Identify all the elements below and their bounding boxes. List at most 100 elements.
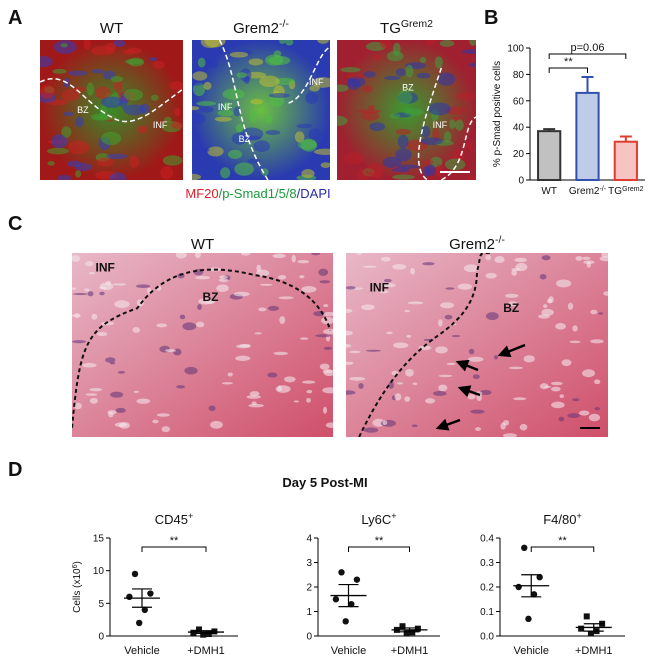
tissue xyxy=(601,253,608,258)
tissue xyxy=(91,313,98,320)
tissue xyxy=(446,362,456,366)
tissue xyxy=(356,253,363,255)
tissue xyxy=(156,413,170,417)
cell xyxy=(171,121,183,129)
tissue xyxy=(322,387,333,394)
cell xyxy=(148,57,158,62)
tissue xyxy=(485,312,499,321)
y-tick-label: 0.2 xyxy=(480,583,494,594)
tissue xyxy=(383,278,392,283)
tissue xyxy=(291,254,296,263)
tissue xyxy=(133,390,140,393)
cell xyxy=(343,152,364,165)
label: TGGrem2 xyxy=(380,18,433,37)
label-base: Ly6C xyxy=(361,512,391,527)
micrograph xyxy=(40,40,183,180)
tissue xyxy=(411,424,418,428)
y-tick-label: 0 xyxy=(518,176,524,187)
border-line xyxy=(40,78,183,123)
tissue xyxy=(515,263,528,271)
tissue xyxy=(182,322,197,331)
cell xyxy=(465,142,473,150)
y-axis-label: % p-Smad positive cells xyxy=(492,61,503,167)
tissue xyxy=(396,382,404,385)
y-tick-label: 0.1 xyxy=(480,607,494,618)
tissue xyxy=(555,323,567,330)
label: TGGrem2 xyxy=(608,186,643,198)
y-tick-label: 40 xyxy=(513,123,525,134)
point xyxy=(147,590,154,597)
tissue xyxy=(378,290,389,294)
label-sup: Grem2 xyxy=(401,18,433,30)
x-tick-label: +DMH1 xyxy=(391,645,429,657)
tissue xyxy=(467,356,484,362)
tissue xyxy=(176,385,186,389)
tissue xyxy=(438,384,448,392)
cell xyxy=(361,111,380,121)
tissue xyxy=(267,372,278,378)
cell xyxy=(397,90,413,105)
tissue xyxy=(259,283,273,286)
label: Grem2-/- xyxy=(449,234,505,253)
cell xyxy=(420,125,431,138)
point xyxy=(348,600,355,608)
x-tick-label: Vehicle xyxy=(124,645,159,657)
cell xyxy=(279,40,286,44)
cell xyxy=(391,167,410,173)
tissue xyxy=(318,268,329,276)
tissue xyxy=(306,389,313,394)
tissue xyxy=(115,407,126,414)
cell xyxy=(405,64,414,78)
tissue xyxy=(382,420,388,426)
y-tick-label: 100 xyxy=(507,44,524,55)
cell xyxy=(317,40,329,44)
cell xyxy=(113,40,126,48)
tissue xyxy=(136,398,151,404)
sig-bracket xyxy=(530,546,595,552)
tissue xyxy=(346,390,356,395)
cell xyxy=(234,162,254,176)
cell xyxy=(52,68,67,74)
cell xyxy=(357,109,382,114)
tissue xyxy=(323,328,333,335)
cell xyxy=(162,155,183,166)
tissue xyxy=(494,256,505,264)
cell xyxy=(83,40,91,50)
label-base: TG xyxy=(608,186,622,197)
cell xyxy=(444,158,466,171)
tissue xyxy=(267,305,280,311)
sem-bar xyxy=(132,588,152,608)
caption-part: /p-Smad1/5/8 xyxy=(219,186,297,201)
cell xyxy=(268,93,291,98)
point xyxy=(342,618,349,625)
arrow xyxy=(455,359,479,372)
cell xyxy=(113,80,123,93)
cell xyxy=(207,146,224,157)
tissue xyxy=(164,348,177,353)
tissue xyxy=(301,286,317,293)
tissue xyxy=(258,307,267,312)
cell xyxy=(137,125,148,134)
cell xyxy=(392,174,415,180)
cell xyxy=(265,130,281,135)
tissue xyxy=(346,330,353,336)
cell xyxy=(86,82,95,96)
tissue xyxy=(87,291,94,297)
label: F4/80+ xyxy=(543,511,582,527)
tissue xyxy=(195,321,205,328)
cell xyxy=(337,115,348,127)
cell xyxy=(173,108,181,116)
tissue xyxy=(349,350,361,354)
tissue xyxy=(346,361,354,365)
tissue xyxy=(132,327,141,333)
tissue xyxy=(558,416,565,422)
y-tick-label: 10 xyxy=(93,566,105,577)
label-base: CD45 xyxy=(155,512,188,527)
tissue xyxy=(550,381,563,386)
tissue xyxy=(593,379,601,385)
x-tick-label: +DMH1 xyxy=(575,645,613,657)
cell xyxy=(96,157,114,167)
cell xyxy=(404,108,424,116)
region-label: INF xyxy=(309,77,324,87)
